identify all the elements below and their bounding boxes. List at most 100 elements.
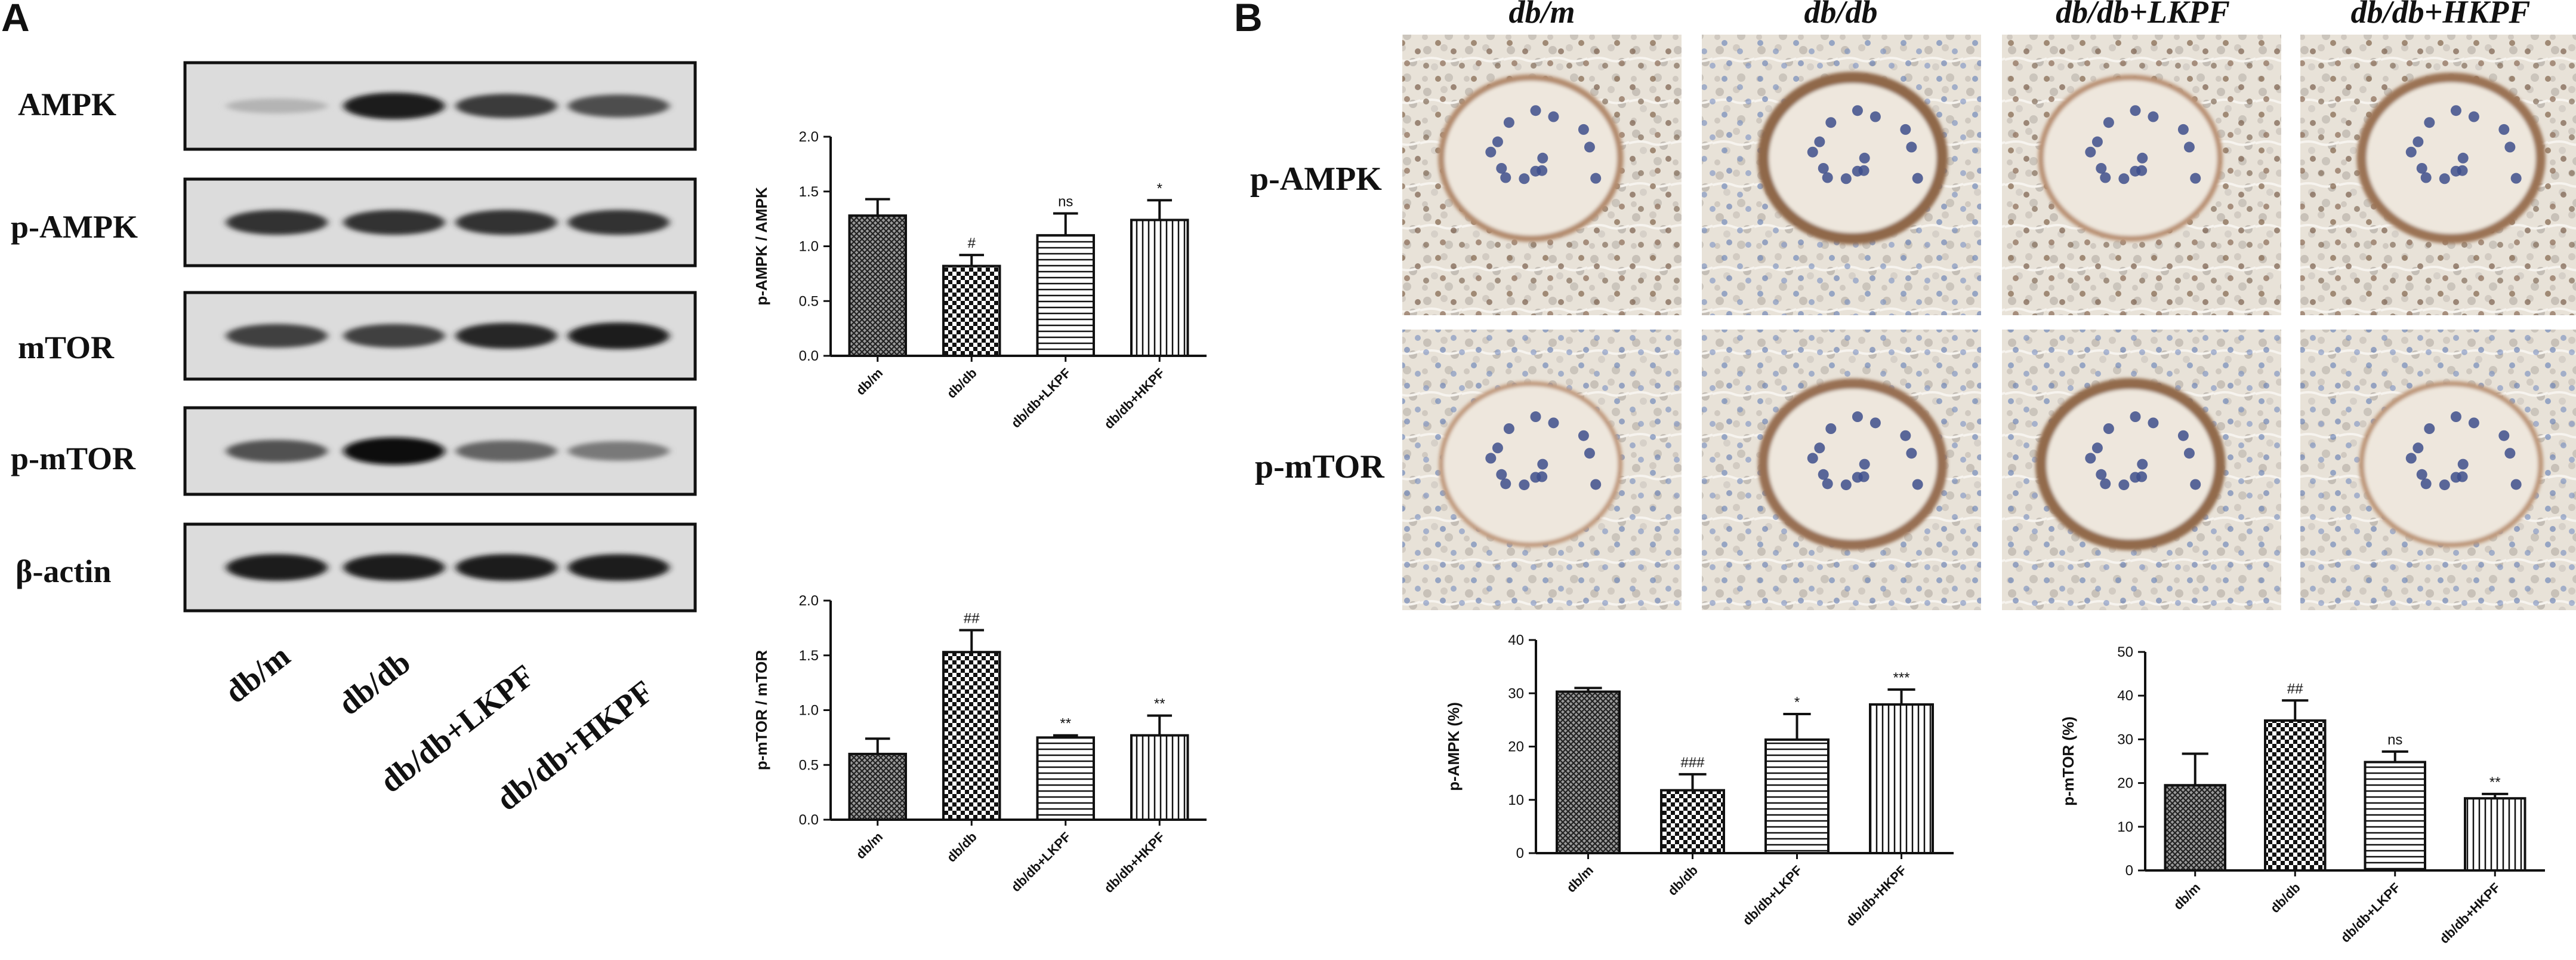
y-tick-label: 30 bbox=[1508, 685, 1524, 701]
ihc-tiles bbox=[1402, 35, 2576, 610]
significance-label: ## bbox=[964, 611, 980, 627]
bar bbox=[1036, 736, 1095, 821]
y-tick-label: 10 bbox=[2117, 819, 2133, 835]
x-tick-label: db/db+LKPF bbox=[2338, 880, 2404, 946]
y-tick-label: 0 bbox=[2125, 863, 2133, 879]
y-tick-label: 20 bbox=[2117, 776, 2133, 792]
blot-row-labels: AMPK p-AMPK mTOR p-mTOR β-actin bbox=[11, 87, 138, 589]
y-axis-label: p-mTOR (%) bbox=[2059, 716, 2077, 806]
blot-strip bbox=[183, 522, 697, 613]
ihc-tile bbox=[2300, 35, 2576, 315]
bar bbox=[942, 264, 1001, 357]
ihc-tile bbox=[1402, 35, 1682, 315]
blot-band bbox=[226, 210, 328, 235]
bar bbox=[2464, 797, 2526, 872]
y-tick-label: 30 bbox=[2117, 731, 2133, 747]
blot-band bbox=[226, 439, 328, 463]
y-tick-label: 1.5 bbox=[799, 184, 819, 200]
y-tick-label: 0.0 bbox=[799, 812, 819, 828]
panel-letter-a: A bbox=[1, 0, 30, 39]
blot-strip bbox=[183, 177, 697, 267]
y-tick-label: 40 bbox=[2117, 688, 2133, 704]
blot-band bbox=[567, 554, 670, 581]
bar bbox=[1869, 703, 1934, 855]
bar bbox=[942, 651, 1001, 821]
ihc-tile bbox=[1702, 330, 1981, 610]
ihc-column-headers: db/m db/db db/db+LKPF db/db+HKPF bbox=[1508, 0, 2530, 30]
blot-strips bbox=[183, 61, 697, 613]
ihc-row-label: p-mTOR bbox=[1255, 448, 1384, 485]
ihc-tile bbox=[2300, 330, 2576, 610]
chart-p-ampk-percent: 0 10 20 30 40 p-AMPK (%) db/m ### db/db * db/db+LK… bbox=[1445, 632, 1954, 929]
x-tick-label: db/db bbox=[944, 365, 980, 401]
significance-label: ns bbox=[1058, 193, 1073, 210]
blot-band bbox=[567, 322, 670, 349]
y-tick-label: 0.0 bbox=[799, 348, 819, 364]
y-tick-label: 50 bbox=[2117, 644, 2133, 660]
western-blot: AMPK p-AMPK mTOR p-mTOR β-actin db/m db/… bbox=[11, 61, 697, 817]
glomerulus bbox=[1757, 72, 1948, 245]
blot-band bbox=[343, 324, 445, 348]
bar bbox=[1130, 734, 1189, 821]
y-tick-label: 20 bbox=[1508, 739, 1524, 755]
blot-band bbox=[343, 210, 445, 235]
glomerulus bbox=[1437, 74, 1624, 242]
significance-label: ns bbox=[2387, 732, 2402, 748]
x-tick-label: db/m bbox=[853, 365, 886, 398]
blot-strip bbox=[183, 406, 697, 496]
significance-label: ## bbox=[2287, 681, 2303, 697]
x-tick-label: db/db+LKPF bbox=[1008, 829, 1074, 895]
chart-p-mtor-percent: 0 10 20 30 40 50 p-mTOR (%) db/m ## db/db ns db/db+… bbox=[2059, 644, 2545, 946]
chart-p-mtor-ratio: 0.0 0.5 1.0 1.5 2.0 p-mTOR / mTOR db/m ## db/db *… bbox=[752, 593, 1207, 896]
y-tick-label: 1.0 bbox=[799, 703, 819, 719]
blot-row-label: p-mTOR bbox=[11, 441, 136, 476]
significance-label: * bbox=[1794, 694, 1800, 710]
glomerulus bbox=[1439, 381, 1623, 547]
blot-band bbox=[226, 324, 328, 348]
y-axis-label: p-AMPK (%) bbox=[1445, 702, 1463, 791]
significance-label: ### bbox=[1680, 755, 1705, 771]
ihc-tile bbox=[1402, 330, 1682, 610]
x-tick-label: db/m bbox=[2170, 880, 2203, 913]
x-tick-label: db/db+HKPF bbox=[1101, 829, 1167, 896]
blot-strip bbox=[183, 291, 697, 381]
x-tick-label: db/db+HKPF bbox=[2436, 880, 2503, 946]
blot-band bbox=[567, 441, 670, 461]
blot-band bbox=[455, 322, 557, 349]
blot-row-label: β-actin bbox=[16, 553, 111, 589]
bar bbox=[1130, 219, 1189, 357]
blot-band bbox=[343, 93, 445, 119]
panel-letter-b: B bbox=[1234, 0, 1263, 39]
y-tick-label: 1.0 bbox=[799, 239, 819, 255]
blot-row-label: p-AMPK bbox=[11, 209, 138, 245]
y-axis-label: p-AMPK / AMPK bbox=[752, 187, 770, 306]
significance-label: * bbox=[1157, 180, 1162, 196]
glomerulus bbox=[2035, 378, 2226, 550]
bar bbox=[2364, 761, 2426, 872]
significance-label: *** bbox=[1893, 670, 1909, 686]
x-tick-label: db/db+LKPF bbox=[1008, 365, 1074, 431]
blot-band bbox=[343, 437, 445, 465]
y-tick-label: 0.5 bbox=[799, 757, 819, 773]
bar bbox=[848, 214, 907, 357]
blot-band bbox=[226, 554, 328, 581]
y-tick-label: 2.0 bbox=[799, 129, 819, 145]
bar bbox=[1660, 789, 1725, 855]
x-tick-label: db/m bbox=[1563, 863, 1596, 896]
ihc-column-header: db/db+HKPF bbox=[2351, 0, 2531, 30]
ihc-tile bbox=[1702, 35, 1981, 315]
ihc-row-label: p-AMPK bbox=[1250, 161, 1382, 198]
ihc-tile bbox=[2002, 35, 2281, 315]
ihc-tile bbox=[2002, 330, 2281, 610]
x-tick-label: db/db+LKPF bbox=[1739, 863, 1805, 928]
blot-band bbox=[455, 440, 557, 462]
blot-lane-labels: db/m db/db db/db+LKPF db/db+HKPF bbox=[218, 638, 660, 817]
blot-band bbox=[343, 554, 445, 581]
significance-label: ** bbox=[2489, 774, 2501, 790]
x-tick-label: db/db bbox=[944, 829, 980, 865]
y-tick-label: 10 bbox=[1508, 792, 1524, 808]
ihc-image-grid: db/m db/db db/db+LKPF db/db+HKPF p-AMPK … bbox=[1250, 0, 2576, 610]
ihc-column-header: db/db bbox=[1804, 0, 1877, 30]
blot-strip bbox=[183, 61, 697, 151]
blot-band bbox=[567, 210, 670, 235]
